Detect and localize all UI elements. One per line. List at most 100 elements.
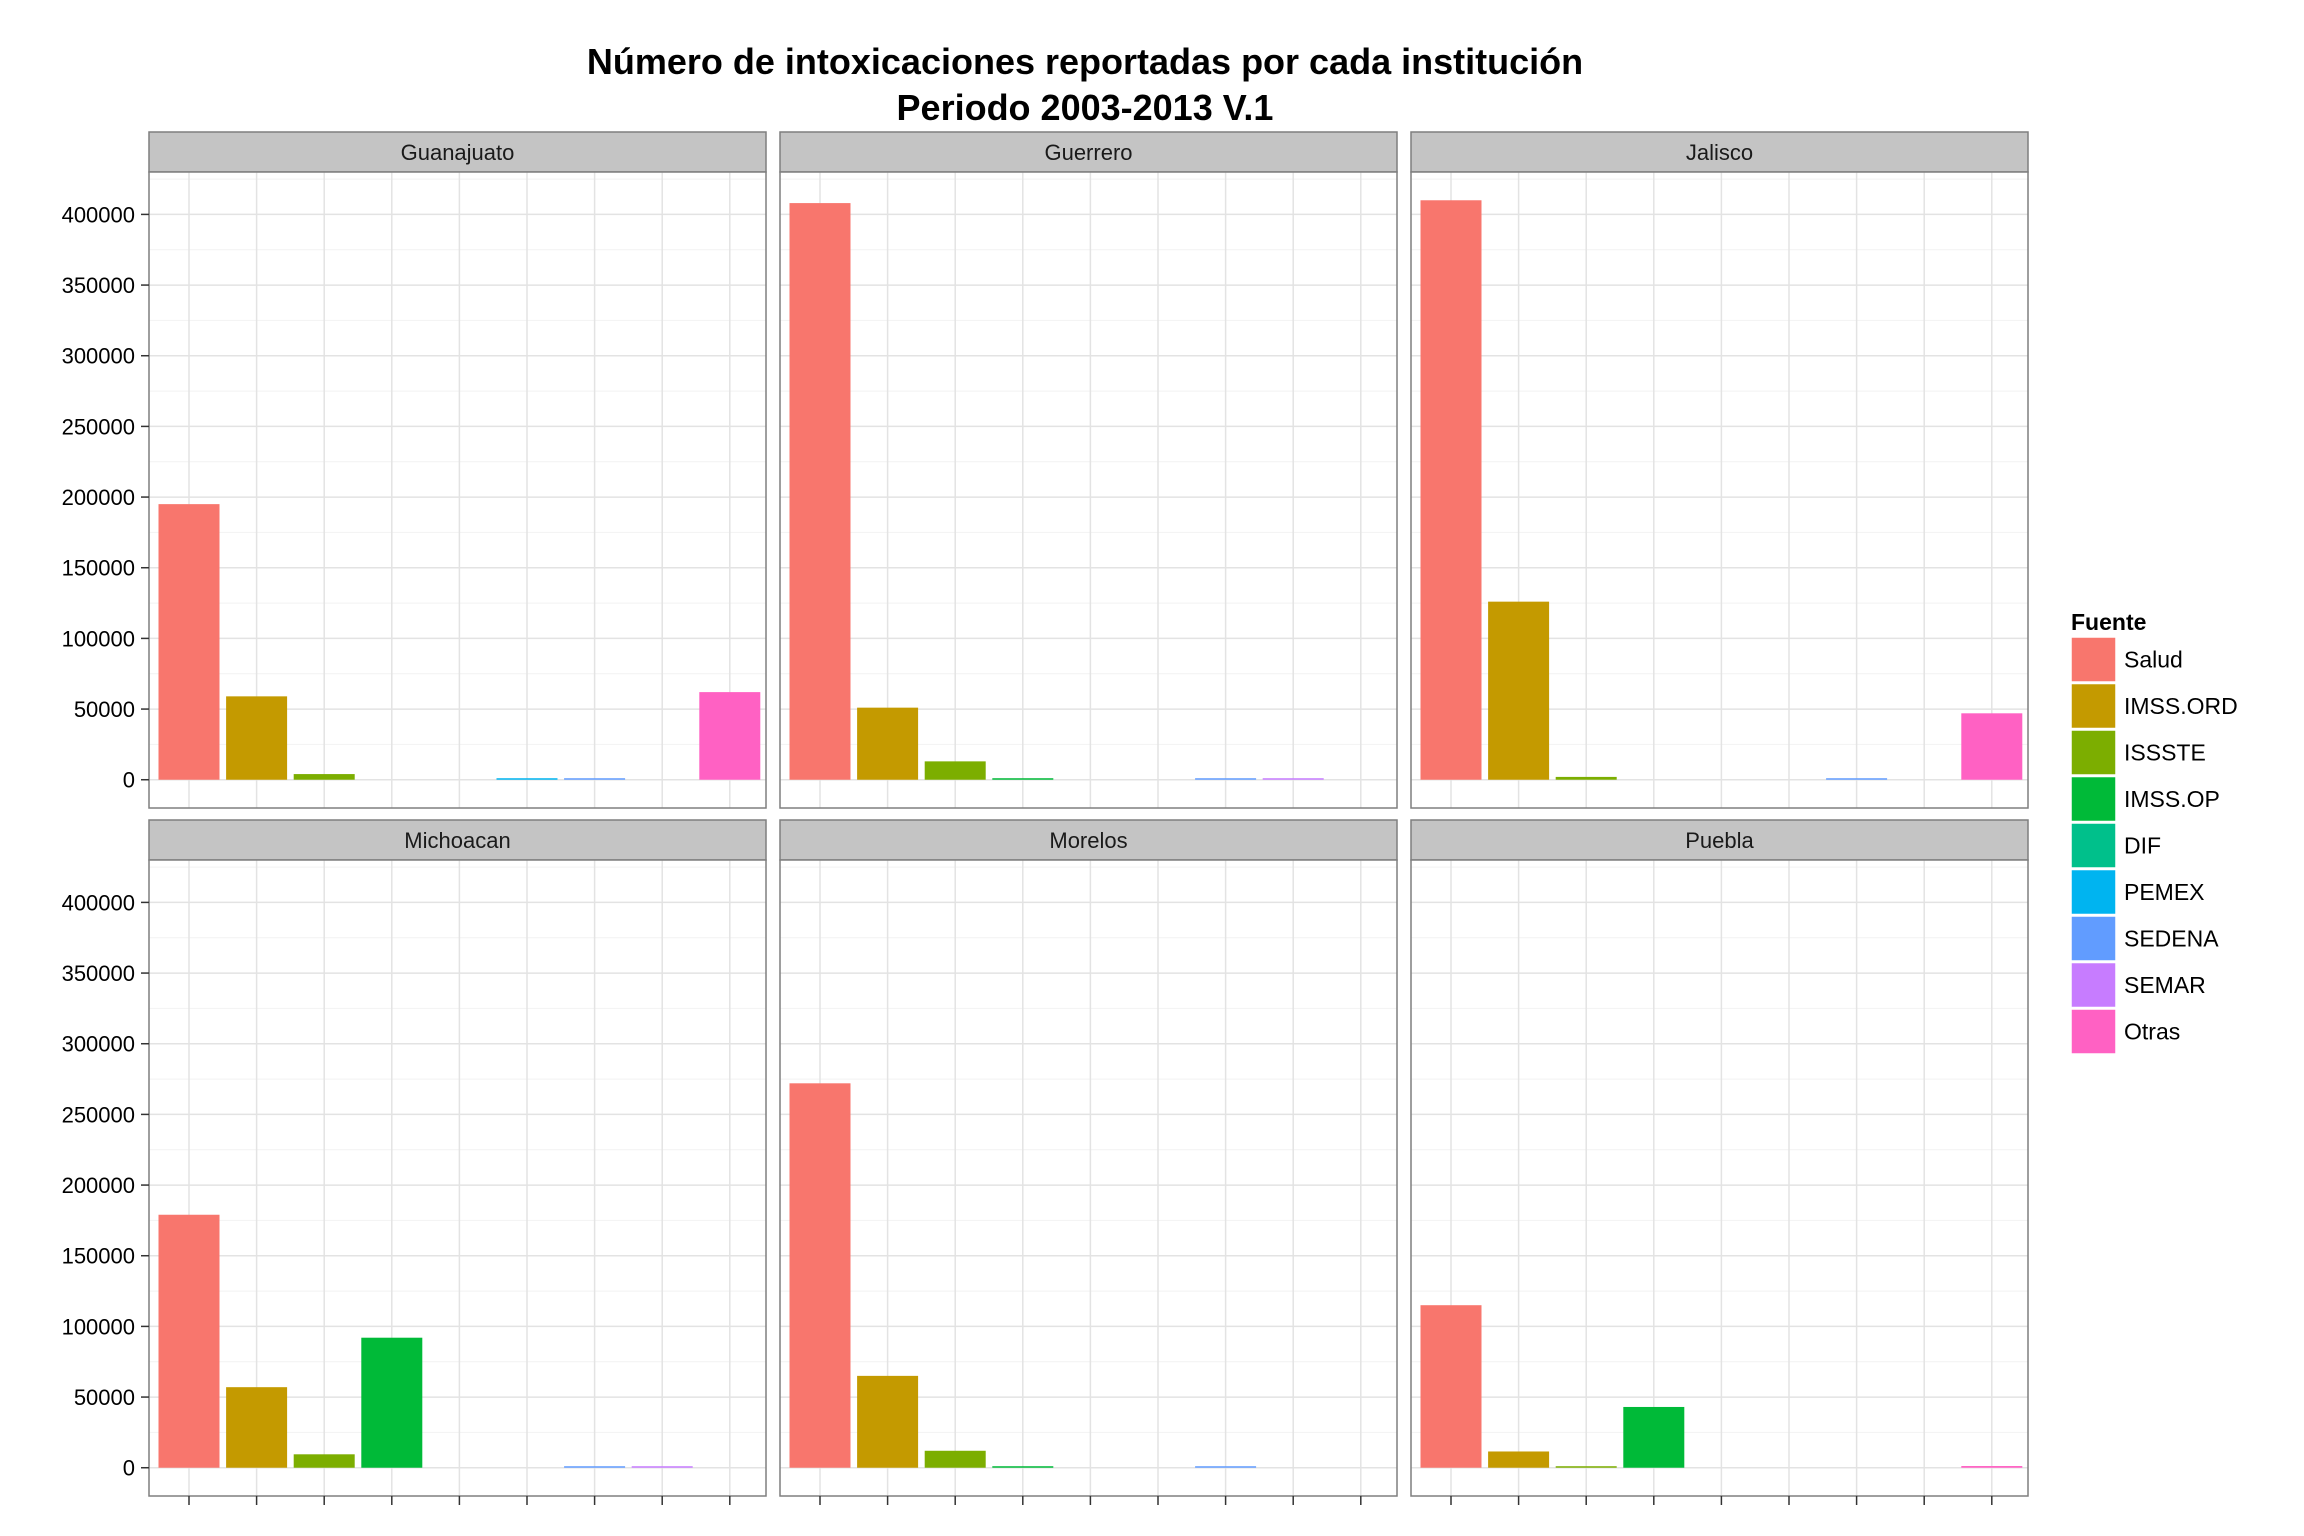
y-tick-label: 250000 <box>62 414 135 439</box>
legend-label-pemex: PEMEX <box>2124 879 2205 905</box>
y-tick-label: 200000 <box>62 1173 135 1198</box>
bar-michoacan-issste <box>293 1454 355 1468</box>
legend-key-dif <box>2070 822 2117 869</box>
legend-label-otras: Otras <box>2124 1019 2180 1045</box>
y-tick-label: 350000 <box>62 273 135 298</box>
bar-morelos-sedena <box>1195 1466 1257 1468</box>
strip-guerrero <box>779 131 1398 173</box>
panel-border <box>779 171 1398 809</box>
bar-morelos-issste <box>924 1450 986 1468</box>
legend-label-imss-op: IMSS.OP <box>2124 786 2220 812</box>
plot-bg <box>780 172 1397 808</box>
facet-panels: Guanajuato Guerrero Jalisco Michoacan Morelo… <box>148 131 2029 1497</box>
strip-morelos <box>779 819 1398 861</box>
y-tick-label: 150000 <box>62 1244 135 1269</box>
strip-guanajuato <box>148 131 767 173</box>
strip-michoacan <box>148 819 767 861</box>
strip-label-morelos: Morelos <box>1049 828 1127 853</box>
y-tick-label: 150000 <box>62 556 135 581</box>
bar-puebla-imss-ord <box>1488 1451 1550 1468</box>
legend-key-otras <box>2070 1008 2117 1055</box>
bar-guerrero-sedena <box>1195 778 1257 780</box>
legend-key-issste <box>2070 729 2117 776</box>
strip-label-michoacan: Michoacan <box>404 828 510 853</box>
y-tick-label: 50000 <box>74 697 135 722</box>
bar-michoacan-sedena <box>564 1466 626 1468</box>
bar-guanajuato-sedena <box>564 778 626 780</box>
bar-morelos-salud <box>789 1083 851 1468</box>
y-tick-label: 400000 <box>62 890 135 915</box>
strip-puebla <box>1410 819 2029 861</box>
legend: Fuente Salud IMSS.ORD ISSSTE IMSS.OP DIF PEME… <box>2070 609 2238 1055</box>
panel-guerrero: Guerrero <box>779 131 1398 809</box>
y-tick-label: 100000 <box>62 1314 135 1339</box>
panel-morelos: Morelos <box>779 819 1398 1497</box>
plot-bg <box>1411 860 2028 1496</box>
bar-guerrero-imss-op <box>992 778 1054 780</box>
legend-label-salud: Salud <box>2124 647 2183 673</box>
strip-label-puebla: Puebla <box>1685 828 1754 853</box>
y-axes: 0 50000 100000 150000 200000 250000 300000 3500… <box>62 202 149 1481</box>
bar-guanajuato-otras <box>699 692 761 780</box>
bar-puebla-imss-op <box>1623 1406 1685 1468</box>
bar-guanajuato-imss-ord <box>226 696 288 780</box>
bar-jalisco-imss-ord <box>1488 601 1550 780</box>
bar-jalisco-salud <box>1420 200 1482 780</box>
chart-title: Número de intoxicaciones reportadas por … <box>587 41 1583 82</box>
bar-guanajuato-pemex <box>496 778 558 780</box>
panel-puebla: Puebla <box>1410 819 2029 1497</box>
bar-michoacan-salud <box>158 1214 220 1468</box>
strip-label-guanajuato: Guanajuato <box>401 140 515 165</box>
x-axis-ticks <box>188 1496 1993 1505</box>
panel-michoacan: Michoacan <box>148 819 767 1497</box>
bar-jalisco-sedena <box>1826 778 1888 780</box>
bar-michoacan-semar <box>631 1466 693 1468</box>
panel-border <box>779 859 1398 1497</box>
legend-key-sedena <box>2070 915 2117 962</box>
legend-label-sedena: SEDENA <box>2124 926 2219 952</box>
bar-guerrero-issste <box>924 761 986 780</box>
y-tick-label: 250000 <box>62 1102 135 1127</box>
legend-key-imss-op <box>2070 775 2117 823</box>
bar-morelos-imss-ord <box>857 1375 919 1468</box>
bar-michoacan-imss-op <box>361 1337 423 1468</box>
panel-border <box>1410 859 2029 1497</box>
bar-puebla-otras <box>1961 1466 2023 1468</box>
bar-puebla-issste <box>1555 1466 1617 1468</box>
legend-label-dif: DIF <box>2124 833 2161 859</box>
legend-key-pemex <box>2070 868 2117 916</box>
bar-jalisco-issste <box>1555 776 1617 780</box>
bar-puebla-salud <box>1420 1305 1482 1468</box>
panel-border <box>1410 171 2029 809</box>
y-tick-label: 0 <box>123 1456 135 1481</box>
y-tick-label: 350000 <box>62 961 135 986</box>
bar-guerrero-salud <box>789 203 851 780</box>
panel-border <box>148 171 767 809</box>
panel-guanajuato: Guanajuato <box>148 131 767 809</box>
y-tick-label: 300000 <box>62 344 135 369</box>
y-tick-label: 100000 <box>62 626 135 651</box>
strip-label-guerrero: Guerrero <box>1044 140 1132 165</box>
chart-subtitle: Periodo 2003-2013 V.1 <box>897 87 1274 128</box>
y-tick-label: 50000 <box>74 1385 135 1410</box>
legend-key-semar <box>2070 961 2117 1009</box>
bar-guerrero-semar <box>1262 778 1324 780</box>
bar-guanajuato-salud <box>158 504 220 780</box>
bar-morelos-imss-op <box>992 1466 1054 1468</box>
y-tick-label: 200000 <box>62 485 135 510</box>
panel-jalisco: Jalisco <box>1410 131 2029 809</box>
strip-label-jalisco: Jalisco <box>1686 140 1753 165</box>
legend-key-imss-ord <box>2070 682 2117 730</box>
legend-title: Fuente <box>2071 609 2146 635</box>
legend-key-salud <box>2070 636 2117 683</box>
panel-border <box>148 859 767 1497</box>
strip-jalisco <box>1410 131 2029 173</box>
legend-label-imss-ord: IMSS.ORD <box>2124 693 2238 719</box>
legend-label-semar: SEMAR <box>2124 972 2206 998</box>
bar-guerrero-imss-ord <box>857 707 919 780</box>
legend-label-issste: ISSSTE <box>2124 740 2206 766</box>
y-tick-label: 300000 <box>62 1032 135 1057</box>
bar-jalisco-otras <box>1961 713 2023 780</box>
y-tick-label: 400000 <box>62 202 135 227</box>
